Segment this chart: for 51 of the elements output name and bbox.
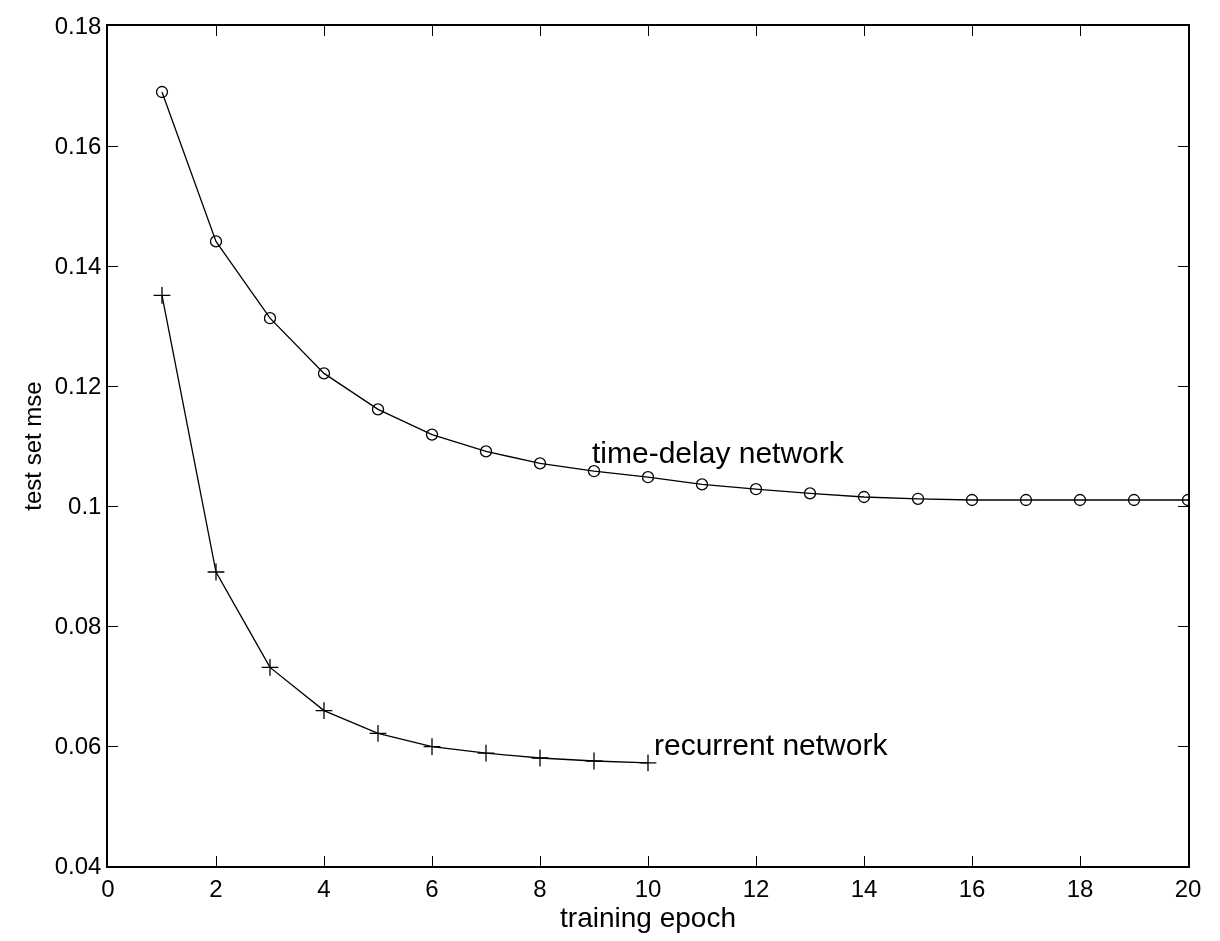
x-tick-label: 0 — [101, 874, 115, 902]
point — [638, 753, 658, 772]
y-tick-label: 0.1 — [68, 492, 102, 520]
x-tick-label: 20 — [1174, 874, 1202, 902]
y-tick-label: 0.04 — [54, 852, 102, 880]
y-tick-label: 0.14 — [54, 252, 102, 280]
y-tick-label: 0.18 — [54, 12, 102, 40]
point — [1019, 493, 1033, 507]
x-tick-label: 16 — [958, 874, 986, 902]
point — [530, 748, 550, 768]
point — [857, 490, 871, 504]
y-tick-label: 0.16 — [54, 132, 102, 160]
y-tick-label: 0.12 — [54, 372, 102, 400]
point — [260, 658, 280, 677]
x-tick-label: 8 — [533, 874, 547, 902]
point — [263, 312, 277, 325]
point — [803, 487, 817, 500]
point — [209, 235, 223, 248]
annotation: recurrent network — [654, 728, 889, 761]
point — [476, 744, 496, 763]
x-tick-label: 18 — [1066, 874, 1094, 902]
x-tick-label: 12 — [742, 874, 770, 902]
point — [206, 562, 226, 582]
point — [965, 493, 979, 507]
annotation: time-delay network — [592, 436, 845, 469]
y-tick-label: 0.08 — [54, 612, 102, 640]
x-tick-label: 14 — [850, 874, 878, 902]
point — [422, 737, 442, 756]
x-tick-label: 6 — [425, 874, 439, 902]
point — [479, 445, 493, 458]
point — [368, 724, 388, 743]
point — [749, 483, 763, 496]
point — [152, 286, 172, 305]
x-tick-label: 4 — [317, 874, 331, 902]
y-axis-title: test set mse — [19, 381, 47, 511]
point — [317, 367, 331, 380]
point — [314, 701, 334, 720]
point — [371, 403, 385, 416]
point — [155, 85, 169, 99]
point — [533, 457, 547, 470]
point — [1127, 493, 1141, 507]
point — [584, 751, 604, 771]
y-tick-label: 0.06 — [54, 732, 102, 760]
x-tick-label: 2 — [209, 874, 223, 902]
point — [911, 492, 925, 505]
point — [1073, 493, 1087, 507]
point — [425, 428, 439, 441]
x-tick-label: 10 — [634, 874, 662, 902]
x-axis-title: training epoch — [560, 901, 736, 933]
point — [641, 471, 655, 484]
point — [695, 478, 709, 491]
